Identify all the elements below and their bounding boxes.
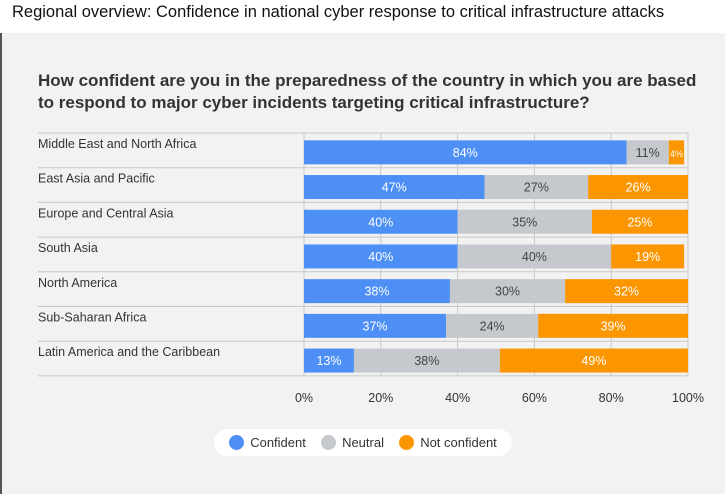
data-label: 24% [480, 319, 505, 333]
bar-segment [304, 140, 627, 165]
legend-item-confident: Confident [229, 435, 306, 450]
legend: Confident Neutral Not confident [214, 429, 512, 456]
data-label: 40% [368, 215, 393, 229]
data-label: 32% [614, 285, 639, 299]
bar-segment [457, 244, 612, 269]
x-tick-label: 80% [599, 391, 624, 405]
legend-item-not-confident: Not confident [399, 435, 497, 450]
legend-label-confident: Confident [250, 435, 306, 450]
data-label: 40% [368, 250, 393, 264]
data-label: 37% [363, 319, 388, 333]
bar-segment [626, 140, 669, 165]
chart-title: How confident are you in the preparednes… [38, 71, 697, 112]
bar-segment [446, 313, 539, 338]
bar-segment [304, 175, 485, 200]
bar-segment [588, 175, 688, 200]
category-label: East Asia and Pacific [38, 172, 155, 186]
x-tick-label: 0% [295, 391, 313, 405]
page-title: Regional overview: Confidence in nationa… [12, 3, 665, 21]
header-bar: Regional overview: Confidence in nationa… [0, 0, 725, 32]
x-tick-label: 60% [522, 391, 547, 405]
data-label: 49% [581, 354, 606, 368]
bar-segment [304, 279, 450, 304]
bar-segment [304, 209, 458, 234]
bar-segment [538, 313, 688, 338]
legend-swatch-not-confident [399, 435, 415, 450]
bar-segment [484, 175, 589, 200]
bar-segment [353, 348, 500, 373]
bar-segment [304, 244, 458, 269]
data-label: 40% [522, 250, 547, 264]
data-label: 13% [316, 354, 341, 368]
data-label: 38% [364, 285, 389, 299]
bar-segment [457, 209, 592, 234]
category-label: North America [38, 276, 117, 290]
x-tick-label: 20% [368, 391, 393, 405]
bar-segment [499, 348, 688, 373]
x-tick-label: 100% [672, 391, 704, 405]
legend-swatch-confident [229, 435, 245, 450]
data-label: 26% [626, 181, 651, 195]
data-label: 47% [382, 181, 407, 195]
data-label: 11% [636, 146, 660, 160]
bar-segment [668, 140, 685, 165]
x-tick-label: 40% [445, 391, 470, 405]
legend-item-neutral: Neutral [321, 435, 384, 450]
category-label: Sub-Saharan Africa [38, 311, 146, 325]
data-label: 19% [635, 250, 660, 264]
bar-segment [449, 279, 566, 304]
legend-label-neutral: Neutral [342, 435, 384, 450]
data-label: 27% [524, 181, 549, 195]
data-label: 38% [414, 354, 439, 368]
bar-segment [611, 244, 685, 269]
data-label: 4% [670, 149, 683, 159]
category-label: South Asia [38, 241, 98, 255]
legend-label-not-confident: Not confident [420, 435, 497, 450]
legend-swatch-neutral [321, 435, 337, 450]
bar-segment [304, 348, 354, 373]
category-label: Europe and Central Asia [38, 206, 174, 220]
bar-segment [592, 209, 688, 234]
data-label: 84% [453, 146, 478, 160]
data-label: 35% [512, 215, 537, 229]
bar-segment [565, 279, 688, 304]
category-label: Latin America and the Caribbean [38, 345, 220, 359]
data-label: 25% [627, 215, 652, 229]
data-label: 39% [601, 319, 626, 333]
data-label: 30% [495, 285, 520, 299]
category-label: Middle East and North Africa [38, 137, 196, 151]
bar-segment [304, 313, 447, 338]
